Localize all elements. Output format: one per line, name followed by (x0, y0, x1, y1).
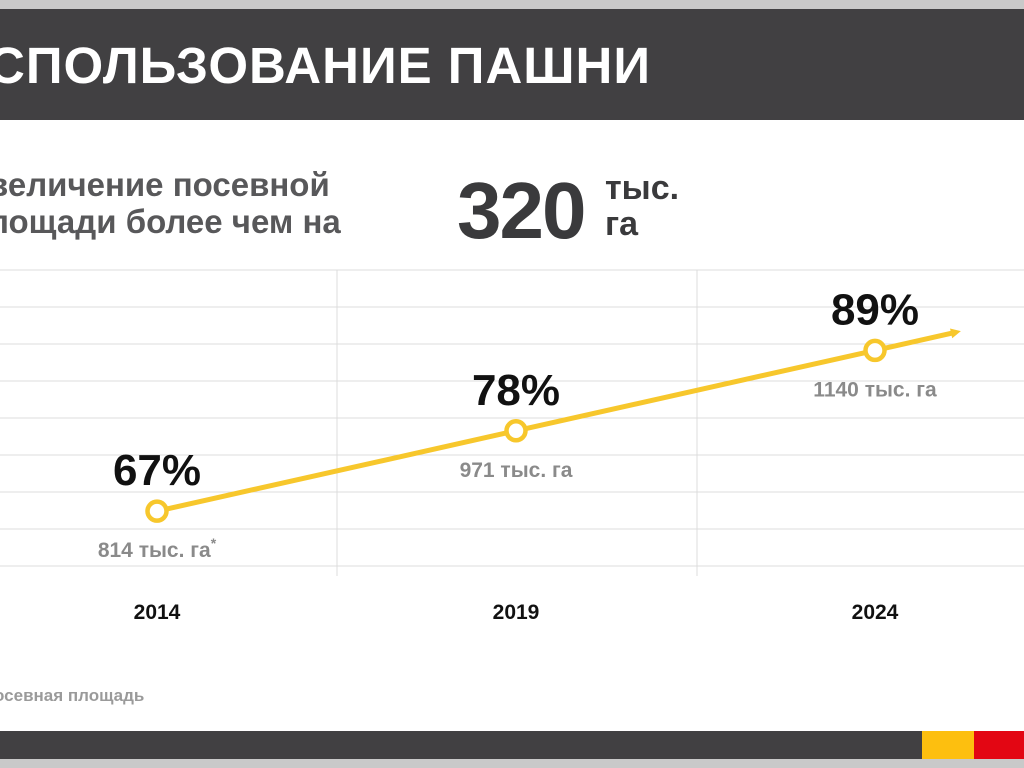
series-arrow-head (950, 328, 961, 339)
series-line (154, 329, 958, 514)
area-label: 814 тыс. га* (98, 535, 217, 562)
data-label: 78% (472, 366, 560, 415)
summary-text: величение посевной лощади более чем на (0, 166, 341, 240)
x-tick-label: 2024 (852, 601, 899, 624)
data-label: 89% (831, 285, 919, 334)
summary-unit: тыс. га (605, 170, 679, 242)
summary-value: 320 (457, 166, 586, 255)
data-point (504, 419, 528, 443)
area-label: 971 тыс. га (460, 459, 573, 482)
accent-red-block (974, 731, 1024, 759)
page-title: СПОЛЬЗОВАНИЕ ПАШНИ (0, 37, 652, 94)
accent-yellow-block (922, 731, 974, 759)
slide: СПОЛЬЗОВАНИЕ ПАШНИ величение посевной ло… (0, 9, 1024, 759)
summary-line-2: лощади более чем на (0, 203, 341, 240)
title-bar: СПОЛЬЗОВАНИЕ ПАШНИ (0, 9, 1024, 120)
area-label-mark: * (211, 535, 217, 551)
x-tick-label: 2019 (493, 601, 540, 624)
data-label: 67% (113, 446, 201, 495)
area-label: 1140 тыс. га (813, 378, 937, 401)
data-point (863, 338, 887, 363)
summary-unit-line-1: тыс. (605, 169, 680, 207)
summary-line-1: величение посевной (0, 166, 330, 203)
x-tick-label: 2014 (134, 601, 181, 624)
footnote: осевная площадь (0, 686, 145, 705)
bottom-bar (0, 731, 922, 759)
data-point (145, 499, 169, 523)
line-chart: 67% 814 тыс. га* 2014 78% 971 тыс. га 2019 89%… (0, 269, 1024, 624)
summary-unit-line-2: га (605, 205, 639, 243)
